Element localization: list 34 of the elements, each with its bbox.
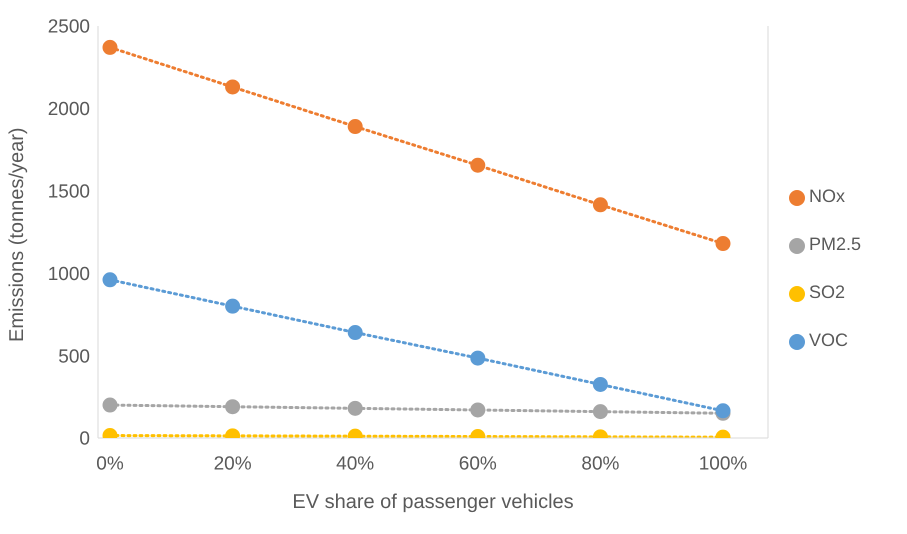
- point: [102, 40, 118, 55]
- point: [592, 376, 608, 392]
- x-axis-title: EV share of passenger vehicles: [292, 491, 574, 513]
- point: [225, 298, 240, 314]
- legend-label: VOC: [809, 330, 848, 350]
- y-axis-title: Emissions (tonnes/year): [6, 127, 28, 342]
- point: [348, 325, 363, 340]
- x-tick-label: 40%: [336, 453, 374, 474]
- point: [716, 236, 730, 252]
- y-tick-label: 1500: [48, 182, 90, 203]
- point: [348, 119, 363, 134]
- legend-label: SO2: [809, 282, 846, 302]
- x-tick-label: 60%: [458, 453, 497, 474]
- point: [225, 399, 240, 414]
- x-tick-label: 80%: [581, 453, 620, 474]
- point: [102, 398, 118, 413]
- point: [225, 79, 240, 94]
- y-tick-label: 1000: [48, 264, 90, 285]
- x-tick-label: 0%: [96, 453, 124, 474]
- point: [470, 158, 486, 173]
- point: [348, 400, 363, 416]
- y-tick-label: 0: [79, 428, 90, 450]
- point: [470, 350, 486, 366]
- x-tick-label: 100%: [698, 453, 748, 474]
- point: [592, 197, 608, 212]
- point: [102, 272, 118, 288]
- legend-label: PM2.5: [809, 234, 862, 254]
- point: [592, 404, 608, 420]
- legend-label: NOx: [809, 186, 845, 206]
- y-tick-label: 500: [58, 346, 90, 368]
- y-tick-label: 2500: [48, 16, 90, 38]
- x-tick-label: 20%: [214, 453, 252, 474]
- point: [470, 402, 486, 418]
- y-tick-label: 2000: [48, 99, 90, 120]
